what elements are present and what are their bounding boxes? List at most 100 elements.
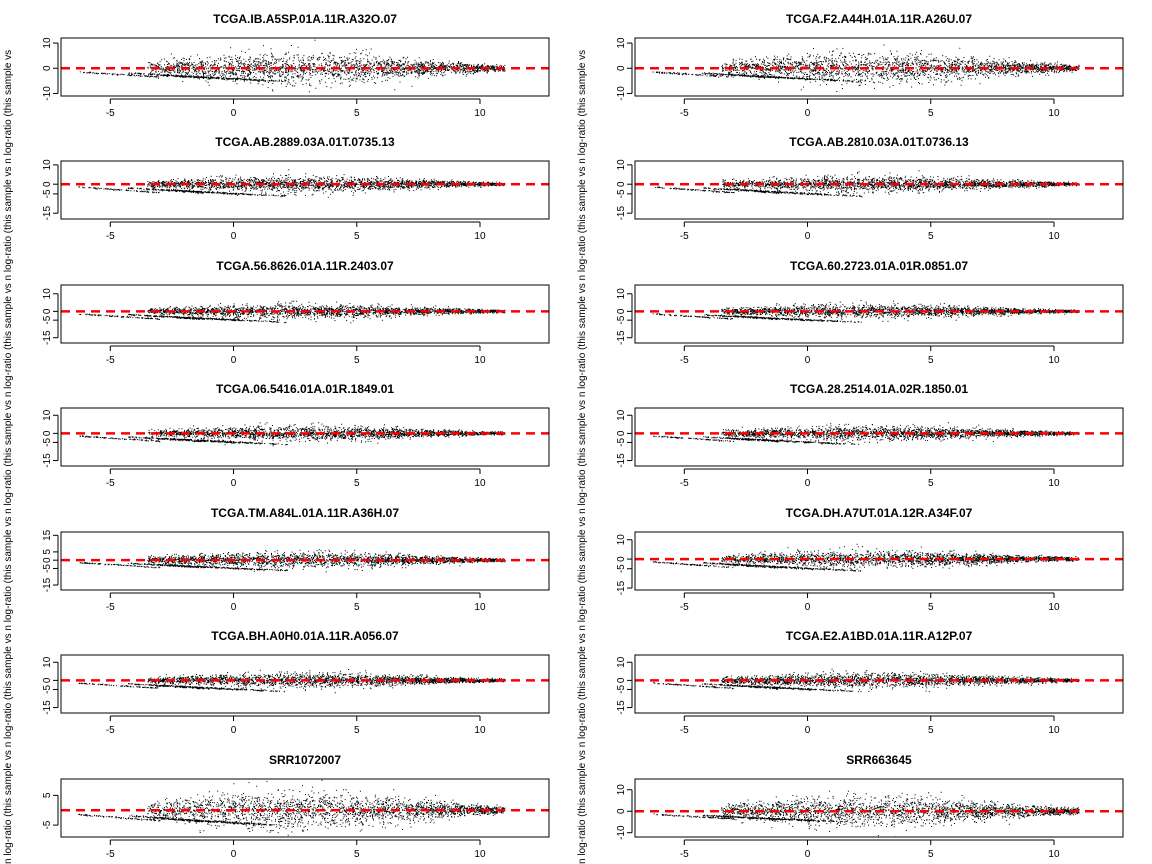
x-tick-label: -5 bbox=[106, 725, 115, 736]
scatter-points bbox=[79, 39, 506, 93]
scatter-points bbox=[652, 543, 1080, 572]
y-tick-label: -5 bbox=[42, 564, 53, 573]
scatter-panel: TCGA.56.8626.01A.11R.2403.07-5 0 5 10-15-50… bbox=[42, 259, 550, 366]
x-tick-label: -5 bbox=[680, 725, 689, 736]
y-tick-label: 10 bbox=[616, 159, 627, 171]
scatter-panel: TCGA.28.2514.01A.02R.1850.01 -5 0 5 10 -15 -5 0… bbox=[616, 382, 1124, 489]
y-tick-label: -15 bbox=[42, 577, 53, 592]
x-tick-label: -5 bbox=[106, 478, 115, 489]
y-tick-label: -10 bbox=[616, 825, 627, 840]
y-tick-label: 0 bbox=[616, 65, 627, 71]
plot-frame bbox=[634, 37, 1124, 97]
y-tick-label: 5 bbox=[42, 792, 53, 798]
y-tick-label: 0 bbox=[616, 677, 627, 683]
y-tick-label: -5 bbox=[42, 820, 53, 829]
panel-title: TCGA.56.8626.01A.11R.2403.07 bbox=[216, 259, 394, 273]
y-tick-label: -5 bbox=[616, 438, 627, 447]
panel-title: TCGA.IB.A5SP.01A.11R.A32O.07 bbox=[213, 12, 397, 26]
panel-title: TCGA.E2.A1BD.01A.11R.A12P.07 bbox=[786, 629, 973, 643]
plot-frame bbox=[60, 778, 550, 838]
y-tick-label: -5 bbox=[616, 189, 627, 198]
x-tick-label: 0 bbox=[231, 725, 237, 736]
plot-frame bbox=[634, 284, 1124, 344]
y-tick-label: 0 bbox=[42, 430, 53, 436]
x-tick-label: 10 bbox=[474, 602, 486, 613]
x-tick-label: -5 bbox=[106, 849, 115, 860]
scatter-panel: TCGA.TM.A84L.01A.11R.A36H.07-5 0 5 10-15-50… bbox=[42, 506, 550, 613]
y-tick-label: 10 bbox=[42, 656, 53, 668]
x-tick-label: 0 bbox=[231, 231, 237, 242]
x-tick-label: 10 bbox=[1048, 355, 1060, 366]
y-tick-label: -15 bbox=[42, 330, 53, 345]
scatter-panel: TCGA.AB.2810.03A.01T.0736.13 -5 0 5 10 -15 -5 0… bbox=[616, 135, 1124, 242]
panel-title: SRR663645 bbox=[846, 753, 912, 767]
y-tick-label: 10 bbox=[42, 409, 53, 421]
x-tick-label: -5 bbox=[680, 478, 689, 489]
y-tick-label: 0 bbox=[616, 181, 627, 187]
scatter-points bbox=[653, 790, 1080, 837]
x-tick-label: 10 bbox=[474, 108, 486, 119]
x-tick-label: -5 bbox=[106, 231, 115, 242]
y-tick-label: 5 bbox=[42, 549, 53, 555]
plot-frame bbox=[60, 160, 550, 220]
x-tick-label: 0 bbox=[231, 478, 237, 489]
panel-title: TCGA.AB.2810.03A.01T.0736.13 bbox=[789, 135, 969, 149]
scatter-panel: TCGA.E2.A1BD.01A.11R.A12P.07 -5 0 5 10 -15 -5 0… bbox=[616, 629, 1124, 736]
ylabel-right: n log-ratio (this sample vs n log-ratio … bbox=[577, 50, 588, 864]
plot-frame bbox=[60, 531, 550, 591]
y-tick-label: -5 bbox=[616, 685, 627, 694]
y-tick-label: 0 bbox=[42, 677, 53, 683]
plot-frame bbox=[634, 778, 1124, 838]
panel-title: TCGA.F2.A44H.01A.11R.A26U.07 bbox=[786, 12, 972, 26]
y-tick-label: -15 bbox=[42, 453, 53, 468]
y-tick-label: -5 bbox=[616, 315, 627, 324]
x-tick-label: -5 bbox=[106, 108, 115, 119]
y-tick-label: 0 bbox=[616, 430, 627, 436]
scatter-panel: TCGA.IB.A5SP.01A.11R.A32O.07 -5 0 5 10 -10 0 10 bbox=[42, 12, 550, 119]
panel-title: TCGA.DH.A7UT.01A.12R.A34F.07 bbox=[786, 506, 973, 520]
y-tick-label: 0 bbox=[616, 556, 627, 562]
y-tick-label: 15 bbox=[42, 529, 53, 541]
x-tick-label: 0 bbox=[805, 231, 811, 242]
y-tick-label: -15 bbox=[42, 700, 53, 715]
y-tick-label: 0 bbox=[42, 181, 53, 187]
scatter-panel: SRR663645 -5 0 5 10 -10 0 10 bbox=[616, 753, 1124, 860]
x-tick-label: 10 bbox=[1048, 478, 1060, 489]
y-tick-label: -10 bbox=[42, 86, 53, 101]
x-tick-label: 5 bbox=[928, 108, 934, 119]
ylabel-left: n log-ratio (this sample vs n log-ratio … bbox=[3, 50, 14, 864]
y-tick-label: 0 bbox=[616, 808, 627, 814]
x-tick-label: -5 bbox=[680, 231, 689, 242]
y-tick-label: -15 bbox=[616, 206, 627, 221]
y-tick-label: -15 bbox=[42, 206, 53, 221]
y-tick-label: -5 bbox=[42, 189, 53, 198]
x-tick-label: 10 bbox=[1048, 725, 1060, 736]
scatter-panel: TCGA.BH.A0H0.01A.11R.A056.07 -5 0 5 10 -15 -5 0… bbox=[42, 629, 550, 736]
scatter-panel: TCGA.AB.2889.03A.01T.0735.13 -5 0 5 10 -15 -5 0… bbox=[42, 135, 550, 242]
x-tick-label: 0 bbox=[231, 108, 237, 119]
y-tick-label: -5 bbox=[616, 564, 627, 573]
x-tick-label: 10 bbox=[474, 231, 486, 242]
x-tick-label: 5 bbox=[354, 602, 360, 613]
x-tick-label: 5 bbox=[928, 602, 934, 613]
x-tick-label: 5 bbox=[928, 478, 934, 489]
x-tick-label: 5 bbox=[928, 231, 934, 242]
y-tick-label: -10 bbox=[616, 86, 627, 101]
x-tick-label: 10 bbox=[1048, 231, 1060, 242]
panel-title: SRR1072007 bbox=[269, 753, 341, 767]
y-tick-label: -5 bbox=[42, 438, 53, 447]
scatter-points bbox=[652, 44, 1080, 92]
x-tick-label: 0 bbox=[805, 849, 811, 860]
panel-title: TCGA.BH.A0H0.01A.11R.A056.07 bbox=[211, 629, 399, 643]
x-tick-label: 5 bbox=[354, 849, 360, 860]
x-tick-label: 10 bbox=[474, 355, 486, 366]
plot-frame bbox=[634, 654, 1124, 714]
y-tick-label: -15 bbox=[616, 453, 627, 468]
plot-frame bbox=[60, 284, 550, 344]
x-tick-label: 5 bbox=[928, 849, 934, 860]
plot-frame bbox=[634, 531, 1124, 591]
y-tick-label: 10 bbox=[42, 37, 53, 49]
x-tick-label: 5 bbox=[354, 725, 360, 736]
x-tick-label: -5 bbox=[680, 108, 689, 119]
